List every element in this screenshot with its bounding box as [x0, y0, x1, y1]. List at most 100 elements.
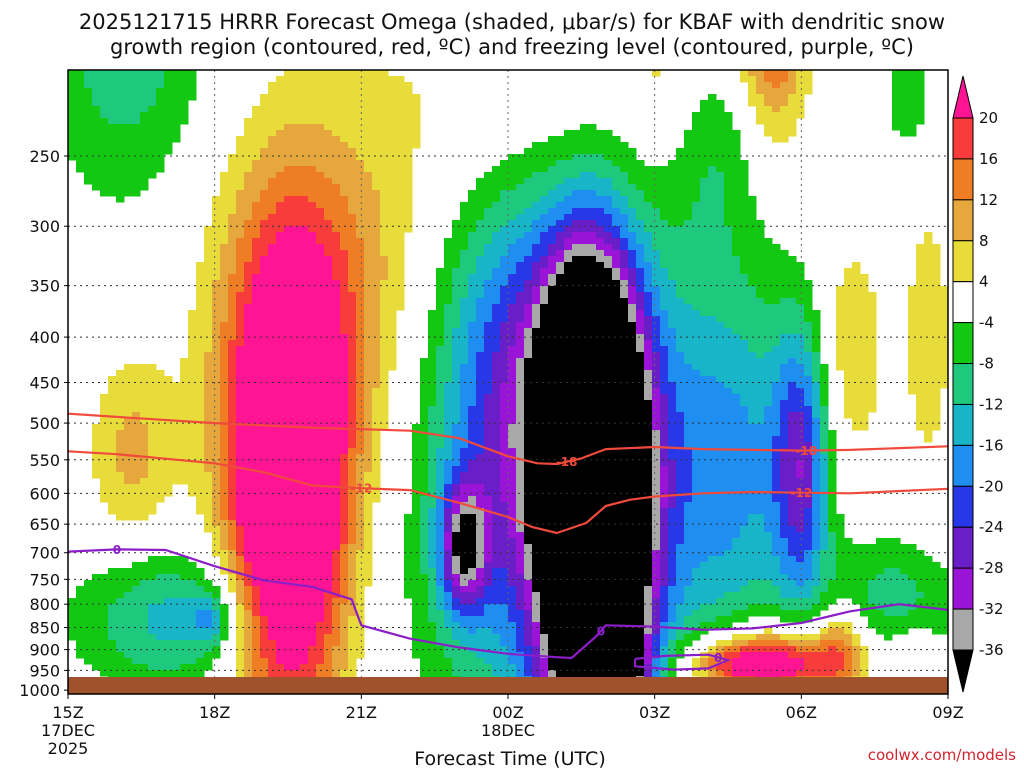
omega-cell	[204, 496, 213, 503]
omega-cell	[220, 430, 229, 437]
omega-cell	[116, 634, 125, 641]
omega-cell	[460, 586, 469, 593]
omega-cell	[132, 460, 141, 467]
omega-cell	[500, 592, 509, 599]
omega-cell	[108, 586, 117, 593]
omega-cell	[348, 352, 357, 359]
omega-cell	[244, 154, 253, 161]
omega-cell	[516, 400, 525, 407]
omega-cell	[564, 352, 573, 359]
omega-cell	[404, 592, 413, 599]
omega-cell	[220, 340, 229, 347]
omega-cell	[404, 562, 413, 569]
omega-cell	[356, 430, 365, 437]
omega-cell	[476, 178, 485, 185]
omega-cell	[124, 418, 133, 425]
omega-cell	[500, 226, 509, 233]
omega-cell	[308, 370, 317, 377]
omega-cell	[108, 124, 117, 131]
omega-cell	[484, 502, 493, 509]
omega-cell	[348, 526, 357, 533]
omega-cell	[148, 142, 157, 149]
omega-cell	[444, 238, 453, 245]
omega-cell	[372, 346, 381, 353]
omega-cell	[212, 316, 221, 323]
omega-cell	[84, 622, 93, 629]
omega-cell	[380, 190, 389, 197]
omega-cell	[476, 412, 485, 419]
omega-cell	[348, 478, 357, 485]
omega-cell	[132, 622, 141, 629]
omega-cell	[500, 340, 509, 347]
omega-cell	[236, 160, 245, 167]
omega-cell	[340, 220, 349, 227]
omega-cell	[340, 136, 349, 143]
omega-cell	[300, 172, 309, 179]
omega-cell	[532, 178, 541, 185]
omega-cell	[276, 460, 285, 467]
omega-cell	[108, 148, 117, 155]
omega-cell	[268, 166, 277, 173]
omega-cell	[332, 184, 341, 191]
omega-cell	[340, 244, 349, 251]
omega-cell	[292, 508, 301, 515]
omega-cell	[300, 106, 309, 113]
omega-cell	[156, 82, 165, 89]
omega-cell	[116, 148, 125, 155]
omega-cell	[148, 364, 157, 371]
omega-cell	[348, 310, 357, 317]
omega-cell	[332, 652, 341, 659]
omega-cell	[204, 622, 213, 629]
omega-cell	[172, 568, 181, 575]
omega-cell	[572, 394, 581, 401]
omega-cell	[532, 616, 541, 623]
omega-cell	[260, 436, 269, 443]
omega-cell	[300, 448, 309, 455]
omega-cell	[444, 550, 453, 557]
omega-cell	[204, 472, 213, 479]
omega-cell	[508, 184, 517, 191]
omega-cell	[428, 670, 437, 677]
omega-cell	[268, 304, 277, 311]
omega-cell	[372, 286, 381, 293]
omega-cell	[220, 400, 229, 407]
omega-cell	[476, 340, 485, 347]
omega-cell	[580, 184, 589, 191]
omega-cell	[404, 88, 413, 95]
omega-cell	[276, 244, 285, 251]
omega-cell	[148, 484, 157, 491]
omega-cell	[268, 94, 277, 101]
omega-cell	[340, 412, 349, 419]
omega-cell	[252, 130, 261, 137]
omega-cell	[316, 352, 325, 359]
omega-cell	[228, 430, 237, 437]
omega-cell	[420, 364, 429, 371]
omega-cell	[556, 574, 565, 581]
omega-cell	[484, 460, 493, 467]
omega-cell	[76, 106, 85, 113]
omega-cell	[556, 142, 565, 149]
omega-cell	[356, 442, 365, 449]
omega-cell	[548, 580, 557, 587]
omega-cell	[292, 436, 301, 443]
omega-cell	[460, 526, 469, 533]
omega-cell	[348, 532, 357, 539]
omega-cell	[252, 430, 261, 437]
omega-cell	[476, 250, 485, 257]
omega-cell	[292, 538, 301, 545]
omega-cell	[252, 250, 261, 257]
omega-cell	[164, 94, 173, 101]
omega-cell	[380, 238, 389, 245]
omega-cell	[340, 208, 349, 215]
omega-cell	[236, 400, 245, 407]
omega-cell	[332, 502, 341, 509]
omega-cell	[420, 592, 429, 599]
omega-cell	[292, 502, 301, 509]
omega-cell	[476, 370, 485, 377]
omega-cell	[484, 190, 493, 197]
omega-cell	[116, 418, 125, 425]
omega-cell	[572, 574, 581, 581]
omega-cell	[228, 496, 237, 503]
omega-cell	[220, 238, 229, 245]
omega-cell	[76, 136, 85, 143]
